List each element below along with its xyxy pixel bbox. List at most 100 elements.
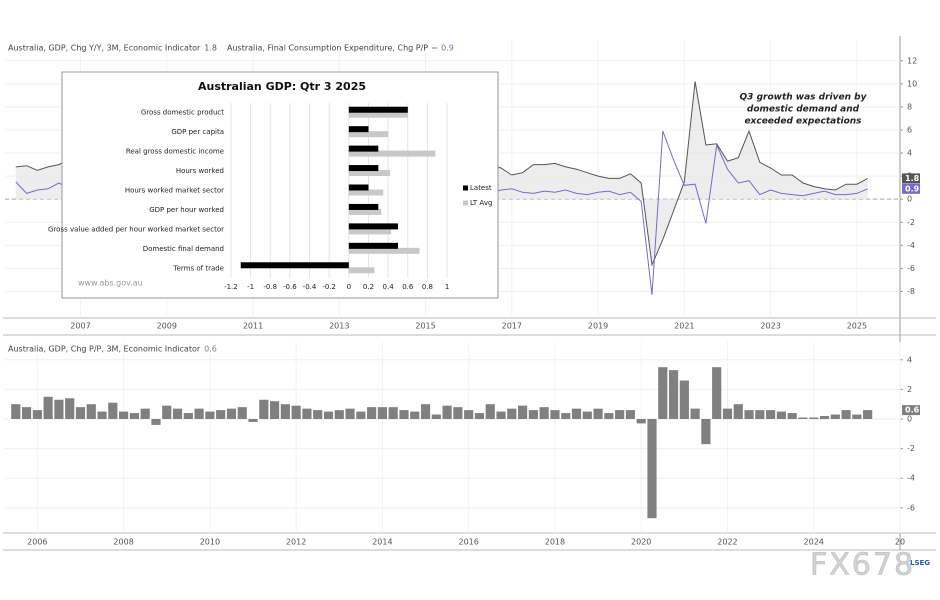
source: www.abs.gov.au: [78, 279, 143, 288]
bar: [129, 413, 139, 419]
y-tick-label: -2: [907, 444, 915, 453]
category-label: Terms of trade: [173, 264, 224, 272]
bar: [302, 408, 312, 419]
bar: [722, 408, 733, 419]
x-tick-label: -0.6: [283, 283, 297, 291]
bar: [571, 408, 582, 419]
x-tick-label: 2006: [27, 538, 47, 547]
inset-panel: [61, 71, 499, 299]
x-tick-label: 2013: [329, 322, 349, 331]
bar: [787, 413, 797, 419]
x-tick-label: -0.8: [263, 283, 277, 291]
x-tick-label: 2011: [243, 322, 263, 331]
bar: [348, 131, 389, 138]
legend-value: 0.9: [441, 44, 454, 53]
bar: [604, 413, 614, 419]
y-tick-label: 4: [907, 355, 912, 364]
inset-title: Australian GDP: Qtr 3 2025: [198, 80, 366, 93]
bar: [259, 399, 269, 419]
x-tick-label: -0.4: [303, 283, 317, 291]
bar: [377, 407, 387, 419]
bar: [798, 417, 808, 419]
bar: [863, 410, 873, 419]
x-tick-label: 2017: [502, 322, 522, 331]
bar: [442, 405, 452, 419]
bar: [226, 408, 237, 419]
bar: [65, 398, 75, 419]
bar: [830, 414, 840, 419]
bar: [348, 189, 384, 196]
bar: [399, 410, 409, 419]
bar: [550, 410, 560, 419]
bar: [636, 418, 646, 424]
bar: [420, 404, 431, 419]
bar: [348, 223, 398, 230]
legend-label: Latest: [470, 184, 492, 192]
legend-label: Australia, Final Consumption Expenditure…: [227, 44, 428, 53]
bar: [615, 410, 625, 419]
bar: [712, 367, 722, 419]
y-tick-label: 0: [907, 414, 912, 423]
bar: [582, 411, 592, 419]
x-tick-label: 2024: [804, 538, 824, 547]
y-tick-label: 2: [907, 385, 912, 394]
x-tick-label: 2016: [458, 538, 478, 547]
bar: [356, 411, 366, 419]
annotation: exceeded expectations: [744, 117, 862, 127]
bar: [348, 228, 392, 235]
chart: Australian GDP: Qtr 3 2025 -1.2 -1 -0.8 -0.6…: [48, 71, 499, 299]
bar: [97, 411, 107, 419]
bar: [431, 414, 441, 419]
bar: [280, 404, 290, 419]
x-tick-label: 0: [347, 283, 351, 291]
bar: [86, 404, 96, 419]
bar: [348, 247, 420, 254]
bar: [647, 418, 657, 519]
bar: [119, 411, 129, 419]
bar: [561, 413, 571, 419]
bar: [348, 165, 379, 172]
bar: [348, 126, 369, 133]
x-tick-label: 2018: [545, 538, 565, 547]
bar: [668, 370, 679, 419]
bar: [852, 414, 862, 419]
x-tick-label: -1: [247, 283, 254, 291]
category-label: Real gross domestic income: [126, 148, 224, 156]
bar: [841, 410, 851, 419]
bar: [528, 410, 538, 419]
bar: [744, 410, 754, 419]
bar: [658, 367, 668, 419]
x-tick-label: 2022: [717, 538, 737, 547]
x-tick-label: 2025: [847, 322, 867, 331]
bar: [539, 407, 549, 419]
last-value-label: 1.8: [905, 174, 920, 183]
bar: [43, 396, 53, 419]
bar: [237, 407, 247, 419]
bar: [205, 411, 215, 419]
x-tick-label: 1: [445, 283, 449, 291]
x-tick-label: 0.2: [363, 283, 374, 291]
bar: [216, 410, 226, 419]
bar: [518, 405, 528, 419]
x-tick-label: 2021: [674, 322, 694, 331]
bar: [172, 408, 183, 419]
bar: [32, 410, 42, 419]
y-tick-label: 0: [907, 195, 912, 204]
bar: [151, 418, 161, 425]
last-value-badge: [902, 173, 920, 184]
legend-value: 0.6: [204, 345, 217, 354]
logo: LSEG: [910, 559, 930, 567]
bar: [766, 410, 776, 419]
bar: [75, 407, 86, 419]
bar: [348, 203, 379, 210]
bar: [679, 380, 689, 419]
x-tick-label: 2010: [200, 538, 220, 547]
x-tick-label: 2009: [157, 322, 177, 331]
bar: [348, 242, 398, 249]
bar: [21, 407, 32, 419]
bar: [625, 410, 636, 419]
category-label: Gross domestic product: [141, 109, 224, 117]
y-tick-label: -4: [907, 474, 915, 483]
bar: [248, 418, 258, 422]
